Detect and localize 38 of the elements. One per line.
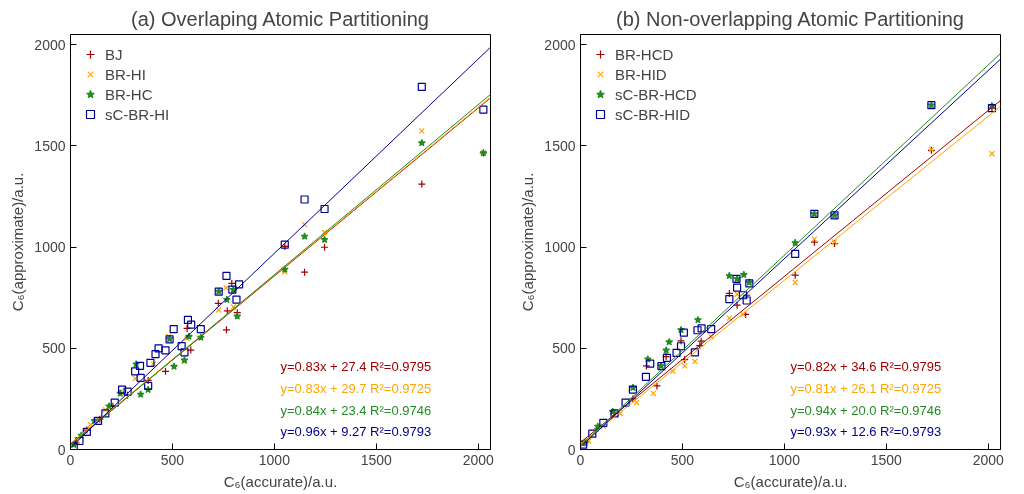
x-tick-label: 2000: [462, 451, 495, 468]
y-tick-label: 1500: [34, 137, 66, 154]
legend-label: BR-HID: [615, 65, 667, 83]
legend-label: BJ: [105, 45, 124, 63]
y-axis-title: C₆(approximate)/a.u.: [9, 172, 27, 312]
y-tick-label: 1000: [544, 239, 576, 256]
y-tick-label: 500: [42, 340, 66, 357]
x-tick-label: 1500: [360, 451, 393, 468]
y-tick-label: 500: [552, 340, 576, 357]
legend-label: BR-HI: [105, 65, 146, 83]
y-tick-label: 2000: [34, 36, 66, 53]
legend-label: sC-BR-HID: [615, 105, 690, 123]
y-tick-label: 2000: [544, 36, 576, 53]
annotation: y=0.82x + 34.6 R²=0.9795: [790, 359, 942, 375]
x-tick-label: 1000: [258, 451, 291, 468]
x-tick-label: 1500: [870, 451, 903, 468]
chart-title: (a) Overlaping Atomic Partitioning: [130, 7, 429, 30]
x-tick-label: 500: [670, 451, 695, 468]
legend-label: BR-HC: [105, 85, 153, 103]
legend-label: BR-HCD: [615, 45, 674, 63]
annotation: y=0.83x + 27.4 R²=0.9795: [280, 359, 432, 375]
chart-title: (b) Non-overlapping Atomic Partitioning: [615, 7, 964, 30]
y-tick-label: 1000: [34, 239, 66, 256]
y-tick-label: 1500: [544, 137, 576, 154]
annotation: y=0.83x + 29.7 R²=0.9725: [280, 380, 432, 396]
x-tick-label: 1000: [768, 451, 801, 468]
x-tick-label: 2000: [972, 451, 1005, 468]
annotation: y=0.94x + 20.0 R²=0.9746: [790, 402, 942, 418]
annotation: y=0.96x + 9.27 R²=0.9793: [280, 424, 432, 440]
annotation: y=0.84x + 23.4 R²=0.9746: [280, 402, 432, 418]
legend-label: sC-BR-HI: [105, 105, 170, 123]
x-axis-title: C₆(accurate)/a.u.: [223, 472, 338, 490]
annotation: y=0.93x + 12.6 R²=0.9793: [790, 424, 942, 440]
legend-label: sC-BR-HCD: [615, 85, 697, 103]
x-axis-title: C₆(accurate)/a.u.: [733, 472, 848, 490]
annotation: y=0.81x + 26.1 R²=0.9725: [790, 380, 942, 396]
y-axis-title: C₆(approximate)/a.u.: [519, 172, 537, 312]
x-tick-label: 500: [160, 451, 185, 468]
